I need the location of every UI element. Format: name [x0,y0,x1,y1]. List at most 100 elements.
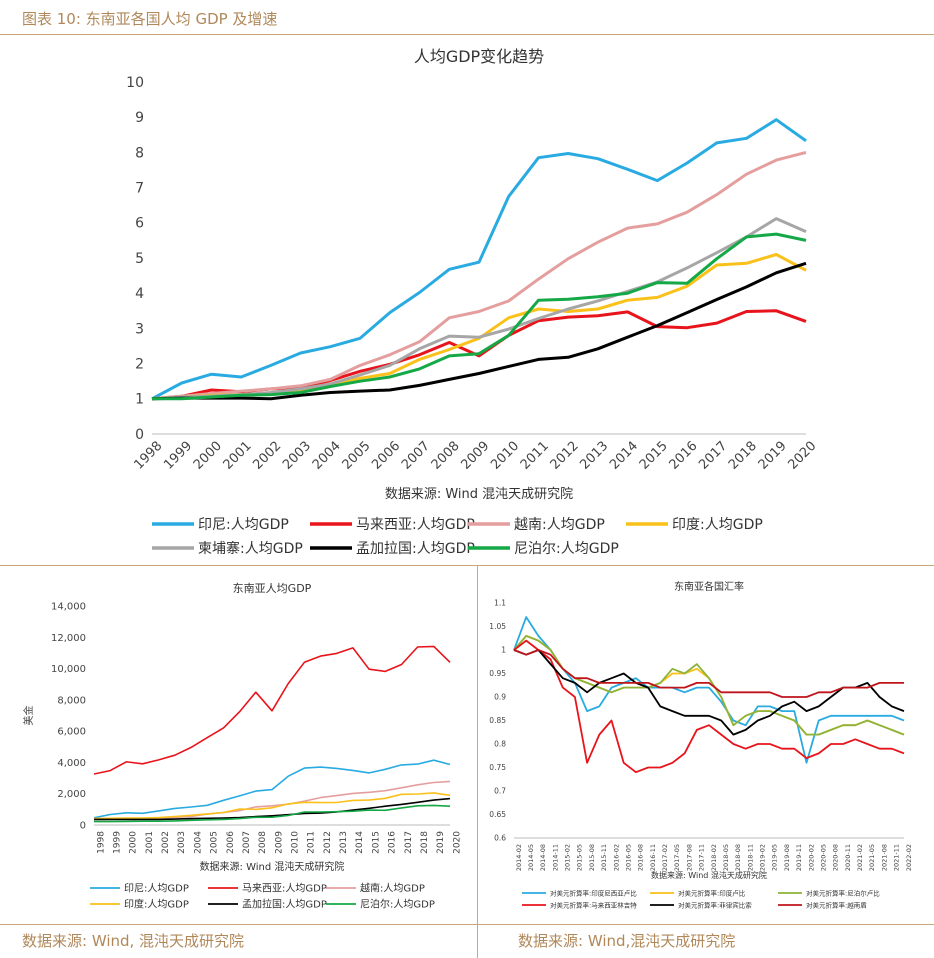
x-tick-label: 2015-02 [564,844,572,871]
series-line [513,649,904,698]
y-tick-label: 0.95 [489,669,506,678]
series-line [94,804,451,823]
x-tick-label: 2017-08 [685,844,693,871]
y-tick-label: 6 [135,216,144,232]
legend-label: 马来西亚:人均GDP [242,883,327,895]
x-tick-label: 2016-02 [612,844,620,871]
series-line [93,780,451,821]
x-tick-label: 2020-11 [844,844,852,871]
y-tick-label: 0.65 [489,810,506,819]
x-tick-label: 2003 [177,831,187,854]
x-tick-label: 2002 [250,439,284,473]
y-tick-label: 2,000 [57,789,86,800]
legend-label: 柬埔寨:人均GDP [198,540,303,557]
legend-label: 对美元折算率:印度卢比 [678,888,746,897]
x-tick-label: 2005 [340,439,374,473]
series-line [152,232,807,401]
x-tick-label: 2019-05 [771,844,779,871]
x-tick-label: 2007 [242,831,252,854]
legend-label: 越南:人均GDP [360,882,425,895]
y-tick-label: 0.6 [494,834,506,843]
y-tick-label: 1 [135,392,144,408]
x-tick-label: 2006 [369,439,403,473]
x-tick-label: 2002 [161,831,171,854]
series-line [513,635,905,736]
series-line [151,253,807,401]
legend-label: 印度:人均GDP [124,898,189,911]
x-tick-label: 2019-08 [783,844,791,871]
x-tick-label: 2022-02 [905,844,913,871]
gdp-usd-chart: 东南亚人均GDP 0 2,000 4,000 6,000 8,000 10,000 12,00… [22,582,462,911]
legend-label: 尼泊尔:人均GDP [514,541,619,557]
series-line [93,792,451,820]
x-tick-label: 2019-02 [759,844,767,871]
x-tick-label: 2018-05 [722,844,730,871]
x-tick-label: 2015 [637,439,671,473]
middle-divider [0,565,934,566]
y-tick-label: 2 [135,357,144,373]
x-tick-label: 2012 [548,439,582,473]
x-tick-label: 2016-11 [649,844,657,871]
series-line [151,217,807,401]
x-tick-label: 1998 [96,831,106,854]
x-tick-label: 2017-02 [661,844,669,871]
x-tick-label: 2004 [310,439,344,473]
x-tick-label: 2014-08 [539,844,547,871]
legend-label: 印尼:人均GDP [198,517,289,533]
x-tick-label: 2021-11 [893,844,901,871]
main-gdp-chart: 人均GDP变化趋势0123456789101998199920002001200… [126,47,819,557]
x-tick-label: 2009 [458,439,492,473]
header-divider [0,34,934,35]
series-line [93,645,451,775]
x-tick-label: 2021-02 [856,844,864,871]
series-line [513,635,905,736]
x-tick-label: 2014-02 [515,844,523,871]
y-tick-label: 8 [135,145,144,161]
y-tick-label: 10,000 [51,664,86,675]
x-tick-label: 2013 [577,439,611,473]
y-tick-label: 0 [80,821,86,832]
legend-label: 对美元折算率:尼泊尔卢比 [806,888,880,897]
x-tick-label: 2018 [726,439,760,473]
x-tick-label: 2008 [429,439,463,473]
x-tick-label: 2014-05 [527,844,535,871]
y-tick-label: 1.05 [489,622,506,631]
legend-label: 对美元折算率:印度尼西亚卢比 [550,888,637,897]
x-tick-label: 2010 [488,439,522,473]
legend-label: 印度:人均GDP [672,517,763,533]
x-tick-label: 2018-11 [746,844,754,871]
x-tick-label: 1999 [161,439,195,473]
series-line [151,150,807,401]
x-tick-label: 1998 [131,439,165,473]
x-tick-label: 2018 [420,831,430,854]
chart-title: 东南亚人均GDP [233,582,312,595]
legend-label: 孟加拉国:人均GDP [242,898,327,911]
y-axis-label: 美金 [22,706,35,726]
y-tick-label: 4 [135,286,144,302]
x-tick-label: 2016-05 [624,844,632,871]
y-tick-label: 0.85 [489,716,506,725]
legend-label: 孟加拉国:人均GDP [356,541,475,557]
x-tick-label: 2010 [290,831,300,854]
y-tick-label: 14,000 [51,602,86,613]
chart-title: 东南亚各国汇率 [674,580,744,593]
legend-label: 印尼:人均GDP [124,883,189,895]
x-tick-label: 2019 [756,439,790,473]
x-tick-label: 2020 [785,439,819,473]
x-tick-label: 2021-08 [880,844,888,871]
x-tick-label: 2020-08 [832,844,840,871]
legend-label: 对美元折算率:越南盾 [806,900,867,909]
x-tick-label: 2020-05 [819,844,827,871]
x-tick-label: 2014 [607,439,641,473]
figure-caption: 图表 10: 东南亚各国人均 GDP 及增速 [22,10,278,28]
fx-chart: 东南亚各国汇率 0.6 0.65 0.7 0.75 0.8 0.85 0.9 0.95 1 1.05… [489,580,913,909]
chart-source-note: 数据来源: Wind 混沌天成研究院 [200,860,345,873]
x-tick-label: 2015 [371,831,381,854]
x-tick-label: 2021-05 [868,844,876,871]
x-tick-label: 2016 [388,831,398,854]
x-tick-label: 2003 [280,439,314,473]
x-tick-label: 2014 [355,831,365,854]
footer-source-right: 数据来源: Wind,混沌天成研究院 [518,932,736,950]
y-tick-label: 1 [501,646,506,655]
y-tick-label: 0.9 [494,693,506,702]
